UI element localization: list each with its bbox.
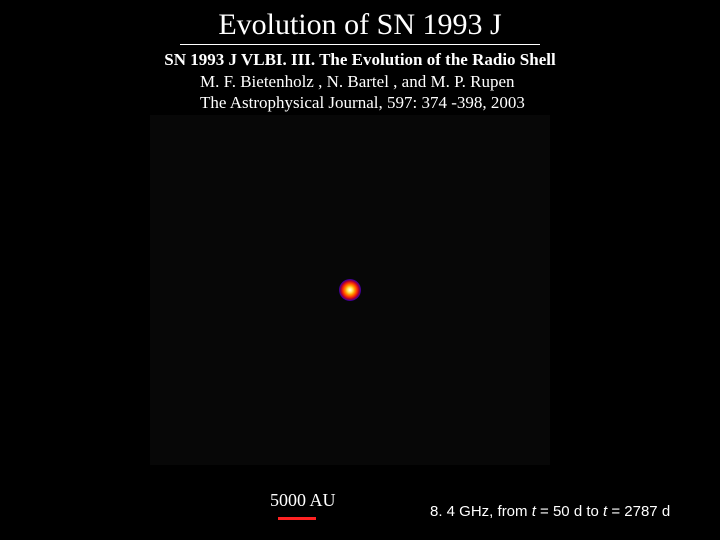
paper-journal: The Astrophysical Journal, 597: 374 -398…	[200, 93, 525, 113]
paper-title: SN 1993 J VLBI. III. The Evolution of th…	[0, 50, 720, 70]
freq-text-1: 8. 4 GHz, from	[430, 503, 532, 520]
frequency-label: 8. 4 GHz, from t = 50 d to t = 2787 d	[430, 503, 670, 520]
paper-authors: M. F. Bietenholz , N. Bartel , and M. P.…	[200, 72, 515, 92]
radio-image	[150, 115, 550, 465]
freq-text-3: = 2787 d	[607, 503, 670, 520]
freq-text-2: = 50 d to	[536, 503, 603, 520]
supernova-point	[339, 279, 361, 301]
scale-bar	[278, 517, 316, 520]
title-underline	[180, 44, 540, 45]
slide-title: Evolution of SN 1993 J	[0, 8, 720, 42]
slide: Evolution of SN 1993 J SN 1993 J VLBI. I…	[0, 0, 720, 540]
scale-label: 5000 AU	[270, 490, 336, 511]
